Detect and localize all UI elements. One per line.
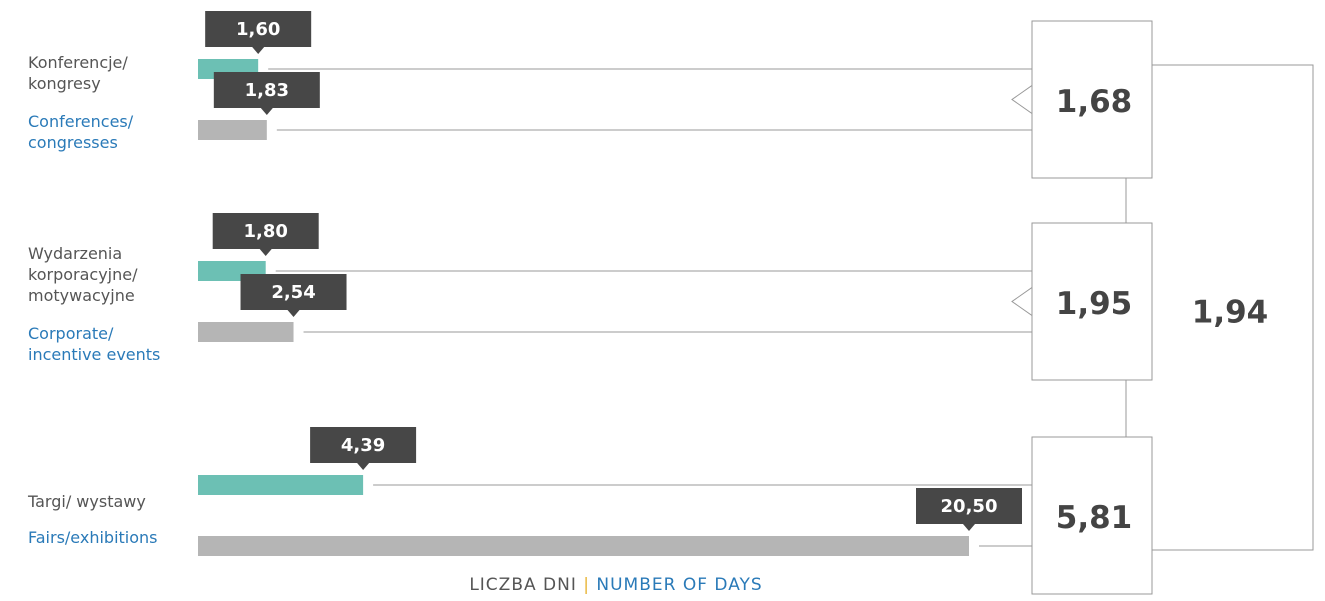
x-axis-label: LICZBA DNI | NUMBER OF DAYS xyxy=(0,575,1232,595)
value-callout xyxy=(240,274,347,317)
total-box xyxy=(1011,222,1153,381)
category-label-en: Conferences/ congresses xyxy=(28,112,134,152)
total-box xyxy=(1011,20,1153,179)
category-label-en: Corporate/ incentive events xyxy=(28,324,161,364)
value-label: 4,39 xyxy=(341,435,385,456)
value-label: 2,54 xyxy=(271,282,315,303)
value-callout xyxy=(213,72,320,115)
value-label: 1,83 xyxy=(245,80,289,101)
bar xyxy=(198,475,364,495)
value-callout xyxy=(205,11,312,54)
overall-total: 1,94 xyxy=(1192,295,1269,331)
value-callout xyxy=(212,213,319,256)
category-label-en: Fairs/exhibitions xyxy=(28,528,158,547)
bar xyxy=(198,322,294,342)
x-label-sep: | xyxy=(583,575,590,595)
bar xyxy=(198,536,969,556)
category-label-pl: Wydarzenia korporacyjne/ motywacyjne xyxy=(28,244,138,305)
category-label-pl: Targi/ wystawy xyxy=(28,492,146,511)
x-label-en: NUMBER OF DAYS xyxy=(596,575,763,595)
value-label: 1,80 xyxy=(243,221,287,242)
bracket xyxy=(1152,64,1314,551)
x-label-pl: LICZBA DNI xyxy=(469,575,577,595)
bar xyxy=(198,120,267,140)
total-label: 5,81 xyxy=(1056,500,1133,536)
total-label: 1,68 xyxy=(1056,84,1133,120)
value-callout xyxy=(916,488,1022,531)
value-label: 20,50 xyxy=(941,496,998,517)
total-box xyxy=(1031,436,1153,595)
value-callout xyxy=(310,427,417,470)
total-label: 1,95 xyxy=(1056,286,1133,322)
category-label-pl: Konferencje/ kongresy xyxy=(28,53,128,93)
value-label: 1,60 xyxy=(236,19,280,40)
